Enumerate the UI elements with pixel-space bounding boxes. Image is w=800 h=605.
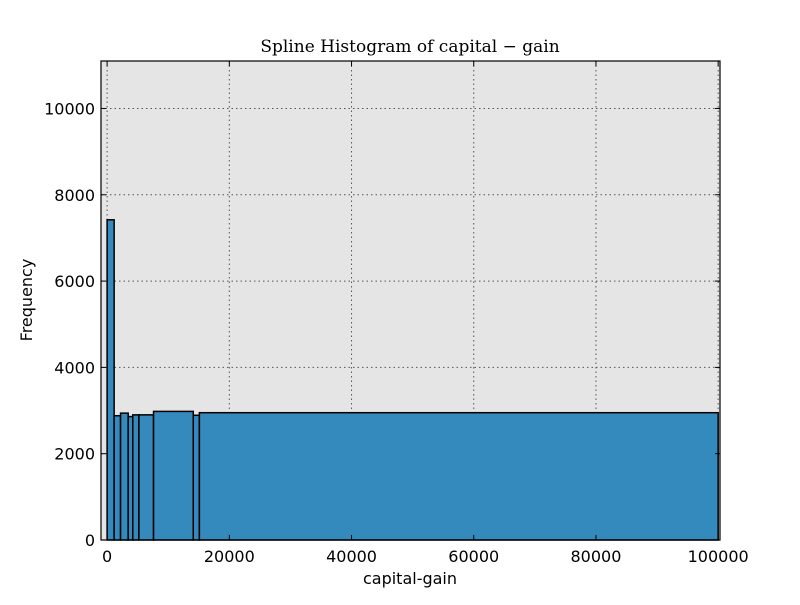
y-tick-label-2: 4000 <box>54 358 95 377</box>
plot-frame <box>100 60 721 541</box>
histogram-bar-7 <box>192 414 201 541</box>
y-tick-label-0: 0 <box>85 531 95 550</box>
x-tick-label-1: 20000 <box>204 547 255 566</box>
x-tick-label-5: 100000 <box>688 547 749 566</box>
histogram-bar-4 <box>132 414 140 541</box>
histogram-bar-0 <box>106 219 115 541</box>
x-axis-label: capital-gain <box>363 569 457 588</box>
x-tick-label-3: 60000 <box>448 547 499 566</box>
histogram-bar-5 <box>138 414 155 541</box>
histogram-bar-2 <box>119 412 129 541</box>
y-tick-label-1: 2000 <box>54 445 95 464</box>
chart-title: Spline Histogram of capital − gain <box>260 37 559 57</box>
bars <box>106 219 719 541</box>
x-tick-label-0: 0 <box>102 547 112 566</box>
x-tick-label-4: 80000 <box>571 547 622 566</box>
y-tick-label-3: 6000 <box>54 272 95 291</box>
y-tick-label-4: 8000 <box>54 186 95 205</box>
histogram-bar-8 <box>198 411 719 541</box>
ticks: 0 20000 40000 60000 80000 100000 0 2000 4000 6000… <box>44 61 749 566</box>
y-axis-label: Frequency <box>17 259 36 342</box>
histogram-bar-1 <box>113 414 122 541</box>
y-tick-label-5: 10000 <box>44 99 95 118</box>
histogram-bar-6 <box>152 410 195 541</box>
x-tick-label-2: 40000 <box>326 547 377 566</box>
